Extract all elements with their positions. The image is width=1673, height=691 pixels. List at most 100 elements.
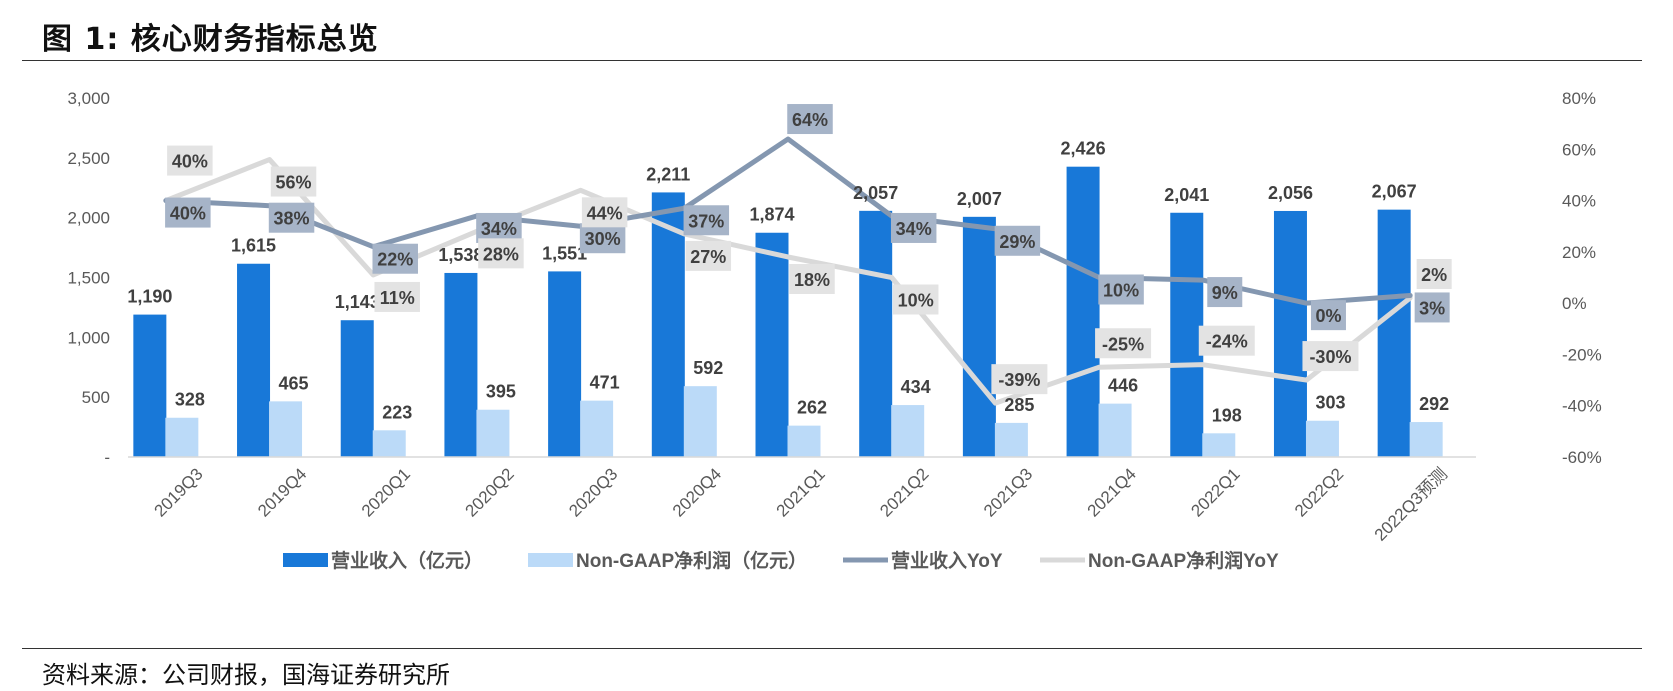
- revenue-yoy-label: 40%: [170, 204, 206, 224]
- profit-value-label: 223: [382, 402, 412, 422]
- labels-layer: 1,190 1,615 1,143 1,538 1,551 2,211 1,874 2,057…: [127, 104, 1452, 425]
- revenue-yoy-label: 29%: [999, 232, 1035, 252]
- profit-value-label: 198: [1212, 405, 1242, 425]
- combo-chart: 1,190 1,615 1,143 1,538 1,551 2,211 1,874 2,057…: [67, 89, 1602, 572]
- x-axis-tick-label: 2019Q3: [150, 464, 206, 520]
- profit-yoy-label-box: [892, 284, 939, 315]
- source-note: 资料来源：公司财报，国海证券研究所: [42, 661, 450, 689]
- x-axis-tick-label: 2020Q3: [565, 464, 621, 520]
- revenue-yoy-label-box: [372, 243, 418, 274]
- profit-yoy-label: 18%: [794, 270, 830, 290]
- revenue-yoy-label: 10%: [1103, 281, 1139, 301]
- profit-bar: [891, 405, 925, 457]
- profit-yoy-label: 28%: [483, 244, 519, 264]
- x-axis-tick-label: 2022Q1: [1187, 464, 1243, 520]
- revenue-value-label: 2,007: [957, 189, 1002, 209]
- profit-bar: [1409, 422, 1443, 457]
- profit-yoy-label: 56%: [276, 173, 312, 193]
- revenue-value-label: 1,143: [335, 292, 380, 312]
- profit-yoy-label-box: [1416, 259, 1452, 290]
- profit-yoy-label-box: [1302, 341, 1359, 372]
- profit-yoy-label-box: [685, 240, 732, 271]
- revenue-yoy-label: 34%: [896, 219, 932, 239]
- profit-yoy-label-group: 56%: [270, 166, 317, 197]
- profit-yoy-label: -24%: [1206, 332, 1248, 352]
- profit-yoy-label: -30%: [1309, 347, 1351, 367]
- profit-yoy-line: [163, 157, 1413, 406]
- revenue-bar: [237, 263, 271, 457]
- revenue-value-label: 2,426: [1061, 139, 1106, 159]
- profit-bar: [165, 417, 199, 457]
- revenue-yoy-label-box: [476, 212, 522, 243]
- profit-yoy-label-box: [1198, 325, 1255, 356]
- profit-yoy-label-group: 44%: [581, 197, 628, 228]
- profit-bar: [269, 401, 303, 457]
- profit-yoy-label-box: [374, 281, 420, 312]
- profit-bar: [1098, 403, 1132, 457]
- revenue-yoy-label-box: [890, 212, 937, 243]
- profit-yoy-label: -39%: [998, 370, 1040, 390]
- x-axis-tick-label: 2021Q2: [876, 464, 932, 520]
- revenue-yoy-label: 38%: [274, 209, 310, 229]
- revenue-bar: [1170, 212, 1204, 457]
- left-axis-tick-label: 3,000: [67, 89, 110, 108]
- profit-yoy-label-box: [478, 238, 524, 269]
- revenue-yoy-label-group: 29%: [994, 225, 1041, 256]
- legend-swatch: [528, 553, 573, 567]
- revenue-yoy-label-box: [1414, 292, 1450, 323]
- bottom-rule: [22, 648, 1642, 649]
- profit-bar: [994, 422, 1028, 457]
- profit-value-label: 262: [797, 398, 827, 418]
- legend-swatch: [283, 553, 328, 567]
- revenue-yoy-label-box: [994, 225, 1041, 256]
- revenue-bar: [859, 210, 893, 457]
- revenue-yoy-label-group: 10%: [1098, 274, 1144, 305]
- profit-yoy-label-group: 10%: [892, 284, 939, 315]
- left-axis-tick-label: 1,500: [67, 269, 110, 288]
- profit-value-label: 292: [1419, 394, 1449, 414]
- revenue-bar: [651, 192, 685, 458]
- profit-yoy-label-box: [581, 197, 628, 228]
- revenue-yoy-label-group: 64%: [787, 104, 833, 135]
- revenue-bar: [1273, 210, 1307, 457]
- x-axis-tick-label: 2022Q3预测: [1371, 464, 1451, 544]
- left-axis-tick-label: -: [104, 448, 110, 467]
- revenue-yoy-label-box: [1098, 274, 1144, 305]
- revenue-bar: [133, 314, 167, 457]
- revenue-bar: [340, 320, 374, 457]
- left-axis-tick-label: 2,500: [67, 149, 110, 168]
- revenue-value-label: 1,874: [749, 205, 794, 225]
- profit-bar: [683, 386, 717, 457]
- profit-yoy-label-group: -30%: [1302, 341, 1359, 372]
- right-axis-tick-label: -40%: [1562, 397, 1602, 416]
- right-axis-tick-label: 40%: [1562, 192, 1596, 211]
- profit-yoy-label-box: [991, 364, 1048, 395]
- revenue-value-label: 2,056: [1268, 183, 1313, 203]
- revenue-value-label: 1,190: [127, 287, 172, 307]
- profit-yoy-label-box: [167, 145, 213, 176]
- profit-value-label: 285: [1004, 395, 1034, 415]
- x-axis-tick-label: 2019Q4: [254, 464, 310, 520]
- right-axis-tick-label: 20%: [1562, 243, 1596, 262]
- legend-label: 营业收入YoY: [891, 549, 1003, 572]
- revenue-value-label: 2,211: [646, 164, 690, 184]
- profit-bar: [787, 425, 821, 457]
- profit-bar: [1305, 420, 1339, 457]
- revenue-yoy-label-box: [683, 205, 730, 236]
- left-axis-tick-label: 1,000: [67, 328, 110, 347]
- figure-title: 图 1: 核心财务指标总览: [42, 22, 379, 57]
- legend: 营业收入（亿元） Non-GAAP净利润（亿元） 营业收入YoY Non-GAAP净利…: [283, 549, 1279, 572]
- revenue-yoy-label-box: [1207, 277, 1243, 308]
- profit-yoy-label-box: [1095, 328, 1152, 359]
- profit-value-label: 328: [175, 390, 205, 410]
- revenue-value-label: 2,057: [853, 183, 898, 203]
- left-axis-tick-label: 2,000: [67, 209, 110, 228]
- revenue-yoy-label-group: 40%: [165, 197, 211, 228]
- x-axis-tick-label: 2021Q4: [1084, 464, 1140, 520]
- revenue-yoy-label-group: 30%: [579, 223, 626, 254]
- x-axis-tick-label: 2020Q4: [669, 464, 725, 520]
- profit-yoy-label: 10%: [898, 291, 934, 311]
- profit-yoy-label-group: 27%: [685, 240, 732, 271]
- x-axis-tick-label: 2020Q2: [462, 464, 518, 520]
- revenue-yoy-label-box: [268, 202, 315, 233]
